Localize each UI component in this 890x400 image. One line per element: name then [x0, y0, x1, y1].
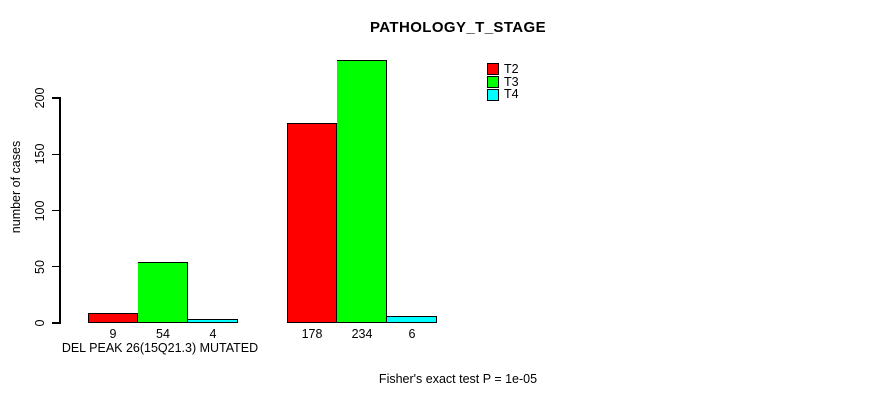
bar-value-label: 178 [301, 326, 323, 341]
bar-t4-group2 [387, 316, 437, 323]
y-tick-label: 0 [32, 319, 47, 327]
legend-swatch-t4 [487, 88, 499, 101]
bar-value-label: 4 [209, 326, 217, 341]
bar-t3-group1 [138, 262, 188, 323]
bar-value-label: 234 [351, 326, 373, 341]
legend-label-t4: T4 [504, 87, 519, 102]
legend-label-t3: T3 [504, 74, 519, 89]
y-tick-mark [51, 153, 60, 155]
legend-label-t2: T2 [504, 62, 519, 77]
bar-value-label: 9 [109, 326, 117, 341]
y-axis-title: number of cases [8, 140, 23, 234]
y-tick-label: 100 [32, 200, 47, 221]
y-axis-line [59, 97, 61, 324]
legend: T2 T3 T4 [487, 63, 519, 101]
x-category-label: DEL PEAK 26(15Q21.3) MUTATED [61, 341, 259, 355]
chart-title: PATHOLOGY_T_STAGE [370, 19, 546, 36]
legend-row-t3: T3 [487, 76, 519, 89]
bar-value-label: 54 [156, 326, 170, 341]
legend-row-t2: T2 [487, 63, 519, 76]
bar-t4-group1 [188, 318, 238, 323]
y-tick-mark [51, 266, 60, 268]
bar-t3-group2 [337, 59, 387, 323]
y-tick-label: 50 [32, 259, 47, 274]
y-tick-label: 150 [32, 143, 47, 165]
y-tick-mark [51, 209, 60, 212]
bar-t2-group1 [88, 312, 138, 323]
y-tick-mark [51, 97, 60, 99]
y-tick-label: 200 [32, 87, 47, 109]
bar-t2-group2 [287, 122, 337, 323]
bar-value-label: 6 [408, 326, 416, 341]
legend-swatch-t3 [487, 76, 499, 89]
footnote-pvalue: Fisher's exact test P = 1e-05 [378, 372, 538, 386]
legend-swatch-t2 [487, 63, 499, 76]
y-tick-mark [51, 322, 60, 324]
legend-row-t4: T4 [487, 88, 519, 101]
